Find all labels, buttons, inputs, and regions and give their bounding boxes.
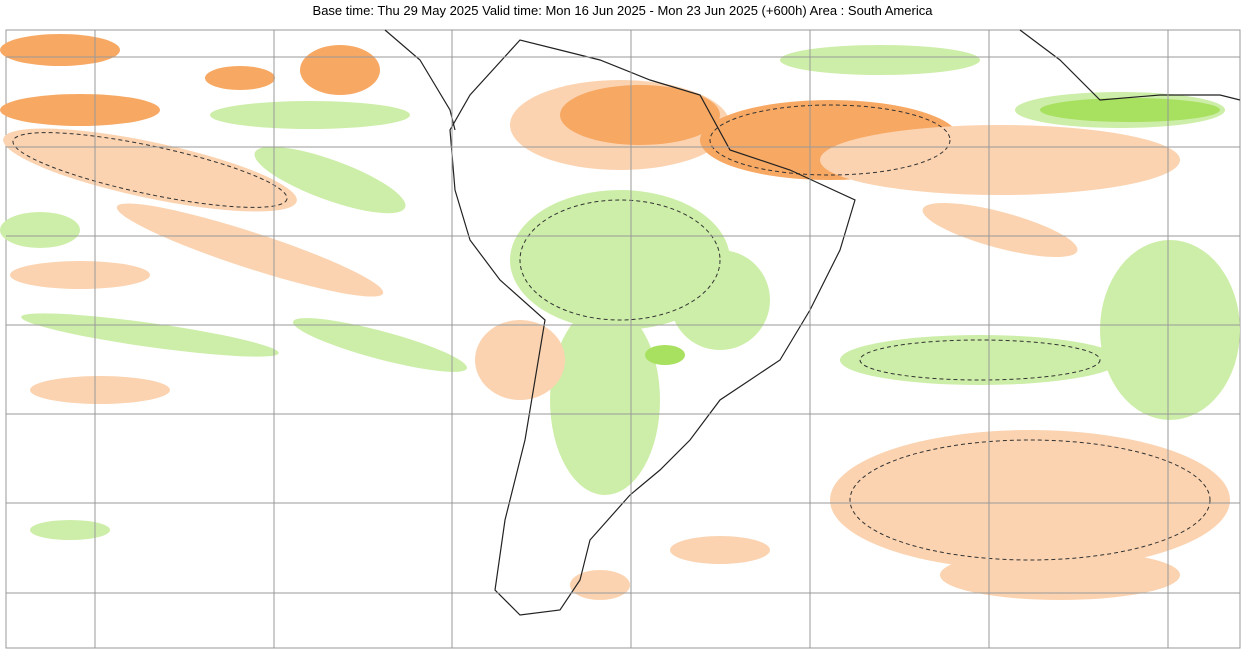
africa-coastline (1019, 29, 1241, 101)
south-america-coastline (449, 39, 856, 616)
map-title: Base time: Thu 29 May 2025 Valid time: M… (312, 3, 933, 18)
graticule (6, 30, 1240, 648)
anomaly-fields (0, 34, 1240, 600)
